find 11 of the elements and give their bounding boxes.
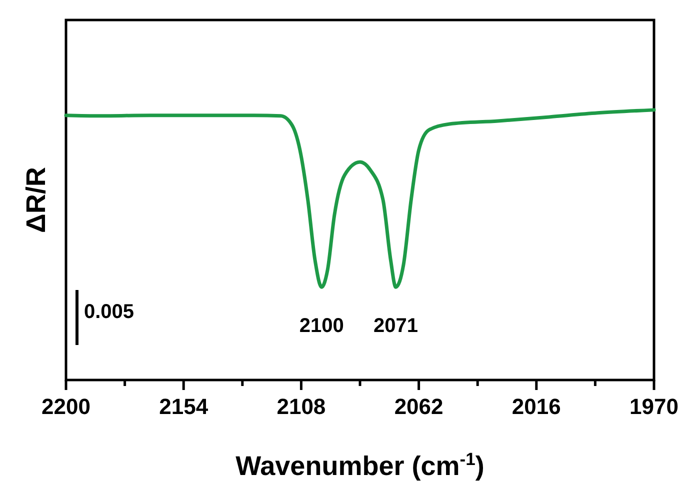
annotation: 2071: [374, 315, 418, 338]
y-axis-title: ΔR/R: [21, 167, 51, 233]
x-axis-title: Wavenumber (cm$^{-1}$): [236, 449, 484, 481]
x-tick-label: 2154: [159, 394, 209, 419]
x-tick-label: 1970: [630, 394, 678, 419]
x-tick-label: 2062: [394, 394, 444, 419]
annotation: 0.005: [84, 301, 134, 323]
annotation: 2100: [299, 315, 344, 338]
x-tick-label: 2108: [276, 394, 326, 419]
x-tick-label: 2200: [42, 394, 90, 419]
x-tick-label: 2016: [512, 394, 561, 419]
